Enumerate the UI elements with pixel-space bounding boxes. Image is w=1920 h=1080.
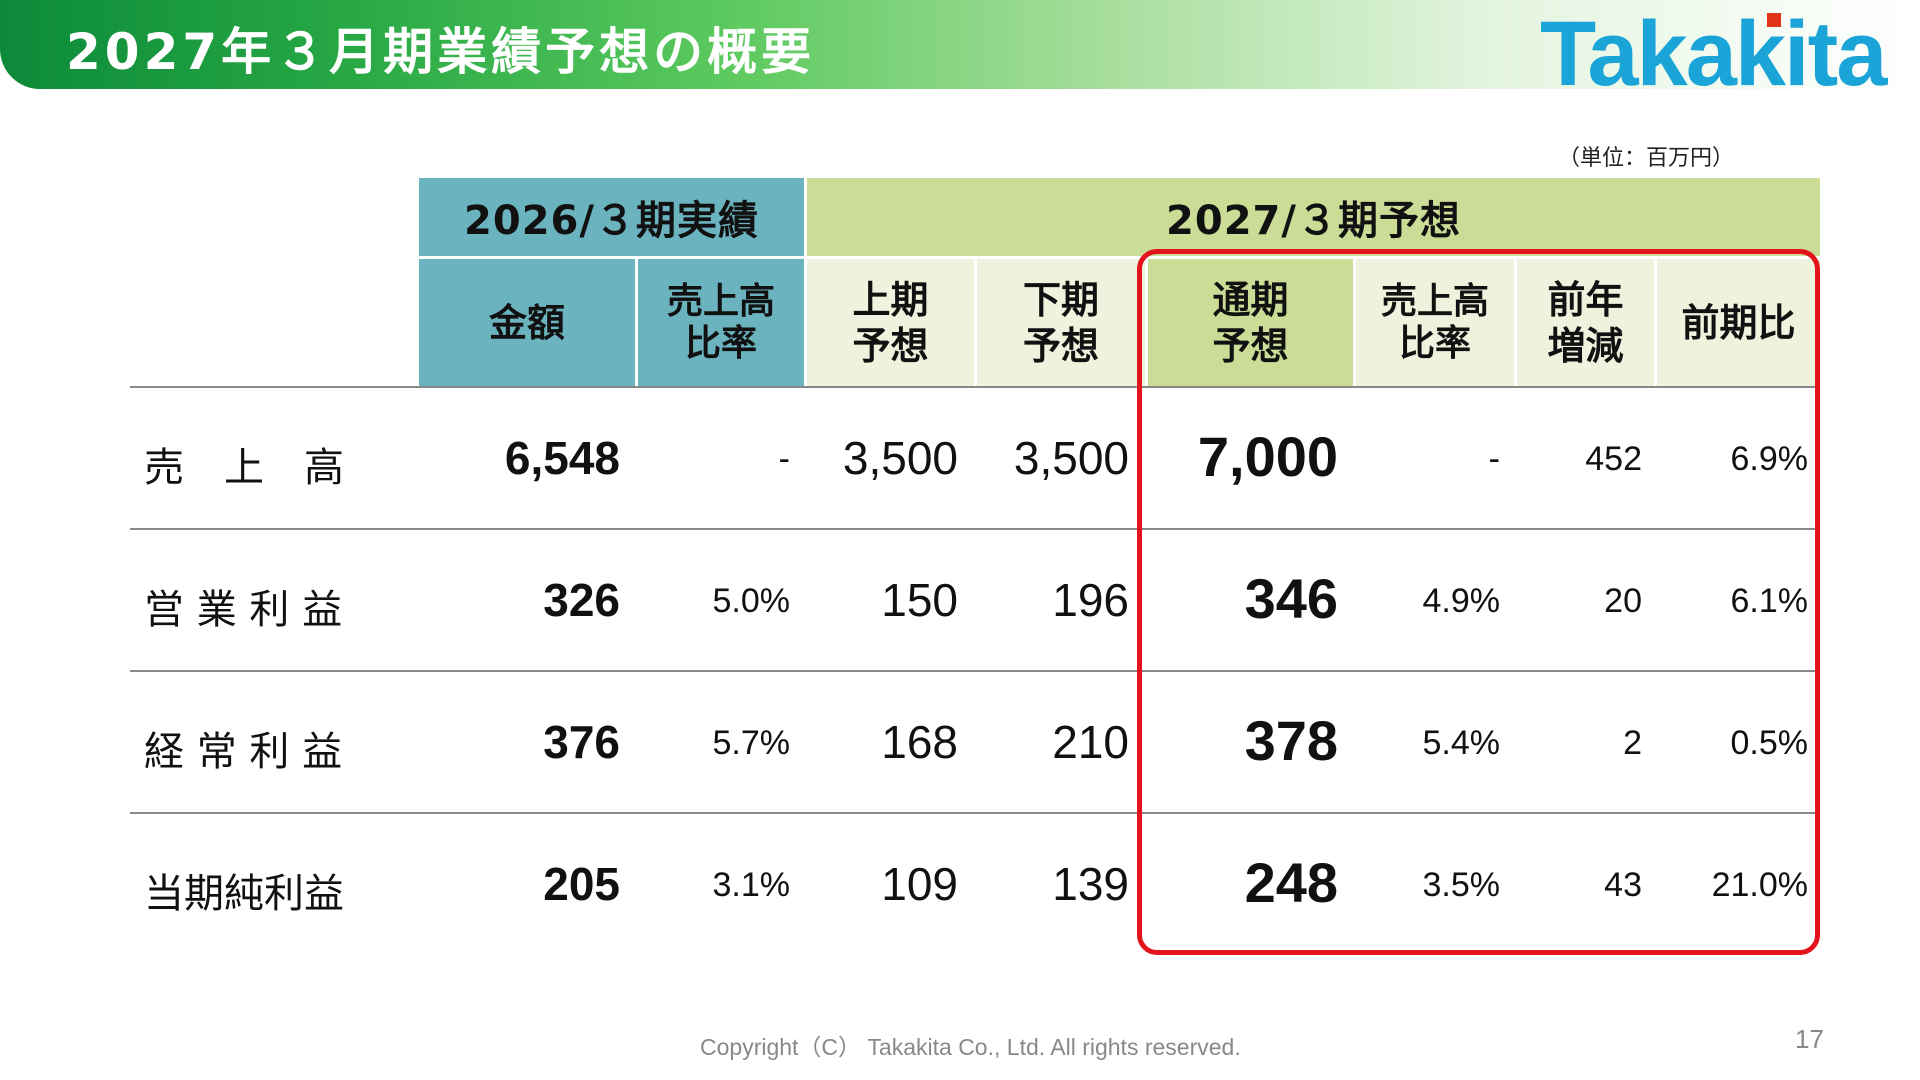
- col-header-ratio-actual-line1: 売上高: [666, 280, 775, 322]
- cell-full: 248: [1244, 851, 1338, 914]
- table-divider: [130, 812, 1820, 814]
- col-header-yoy: 前年 増減: [1517, 256, 1657, 386]
- col-header-h1-line1: 上期: [852, 277, 929, 322]
- cell-amount: 6,548: [504, 432, 620, 484]
- cell-change: 6.9%: [1730, 440, 1809, 478]
- col-header-h2: 下期 予想: [977, 256, 1148, 386]
- cell-h2: 196: [1052, 574, 1129, 626]
- copyright-footer: Copyright（C） Takakita Co., Ltd. All righ…: [700, 1034, 1241, 1060]
- page-number: 17: [1795, 1024, 1824, 1054]
- group-header-forecast: 2027/３期予想: [807, 178, 1820, 256]
- col-header-h1: 上期 予想: [807, 256, 977, 386]
- cell-amount: 205: [543, 858, 620, 910]
- col-header-amount: 金額: [419, 256, 638, 386]
- col-header-h1-line2: 予想: [852, 323, 929, 368]
- table-divider: [130, 528, 1820, 530]
- unit-label: （単位：百万円）: [1558, 146, 1735, 171]
- cell-ratio-forecast: 3.5%: [1422, 866, 1501, 904]
- cell-h1: 150: [881, 574, 958, 626]
- col-header-h2-line1: 下期: [1022, 277, 1099, 322]
- col-header-yoy-line2: 増減: [1547, 323, 1624, 368]
- cell-ratio-forecast: -: [1488, 440, 1500, 478]
- cell-ratio-actual: -: [778, 440, 790, 478]
- cell-ratio-actual: 3.1%: [712, 866, 791, 904]
- col-header-change: 前期比: [1657, 256, 1820, 386]
- table-divider: [130, 670, 1820, 672]
- cell-h1: 109: [881, 858, 958, 910]
- col-header-ratio-forecast-line2: 比率: [1398, 322, 1471, 364]
- col-header-change-label: 前期比: [1681, 300, 1796, 345]
- cell-ratio-forecast: 5.4%: [1422, 724, 1501, 762]
- cell-amount: 326: [543, 574, 620, 626]
- cell-ratio-forecast: 4.9%: [1422, 582, 1501, 620]
- cell-yoy: 43: [1604, 866, 1642, 904]
- row-label: 当期純利益: [144, 871, 344, 917]
- forecast-highlight-box: [1137, 249, 1820, 955]
- col-header-h2-line2: 予想: [1022, 323, 1099, 368]
- group-header-forecast-label: 2027/３期予想: [1166, 198, 1461, 244]
- cell-change: 6.1%: [1730, 582, 1809, 620]
- row-label: 営 業 利 益: [144, 587, 343, 633]
- col-header-full-line2: 予想: [1212, 323, 1289, 368]
- col-header-ratio-actual-line2: 比率: [684, 322, 757, 364]
- cell-change: 0.5%: [1730, 724, 1809, 762]
- col-header-ratio-actual: 売上高 比率: [638, 256, 807, 386]
- row-label: 売 上 高: [144, 445, 344, 491]
- cell-h2: 210: [1052, 716, 1129, 768]
- table-divider: [130, 386, 1820, 388]
- cell-full: 378: [1244, 709, 1338, 772]
- cell-h1: 168: [881, 716, 958, 768]
- col-header-amount-label: 金額: [488, 300, 565, 345]
- col-header-ratio-forecast-line1: 売上高: [1380, 280, 1489, 322]
- group-header-actual: 2026/３期実績: [419, 178, 807, 256]
- row-label: 経 常 利 益: [144, 729, 343, 775]
- cell-full: 7,000: [1197, 425, 1338, 488]
- col-header-full: 通期 予想: [1148, 256, 1356, 386]
- cell-h1: 3,500: [842, 432, 958, 484]
- cell-yoy: 2: [1623, 724, 1642, 762]
- cell-yoy: 452: [1585, 440, 1642, 478]
- col-header-yoy-line1: 前年: [1547, 277, 1624, 322]
- page-title: 2027年３月期業績予想の概要: [66, 23, 816, 81]
- cell-full: 346: [1244, 567, 1338, 630]
- cell-change: 21.0%: [1711, 866, 1808, 904]
- col-header-ratio-forecast: 売上高 比率: [1356, 256, 1517, 386]
- cell-h2: 3,500: [1013, 432, 1129, 484]
- cell-yoy: 20: [1604, 582, 1642, 620]
- cell-h2: 139: [1052, 858, 1129, 910]
- company-logo: Takakita: [1540, 3, 1887, 105]
- col-header-full-line1: 通期: [1212, 277, 1289, 322]
- title-banner: 2027年３月期業績予想の概要: [0, 0, 1920, 89]
- group-header-actual-label: 2026/３期実績: [464, 198, 759, 244]
- logo-accent-icon: [1767, 13, 1781, 27]
- cell-ratio-actual: 5.7%: [712, 724, 791, 762]
- cell-ratio-actual: 5.0%: [712, 582, 791, 620]
- cell-amount: 376: [543, 716, 620, 768]
